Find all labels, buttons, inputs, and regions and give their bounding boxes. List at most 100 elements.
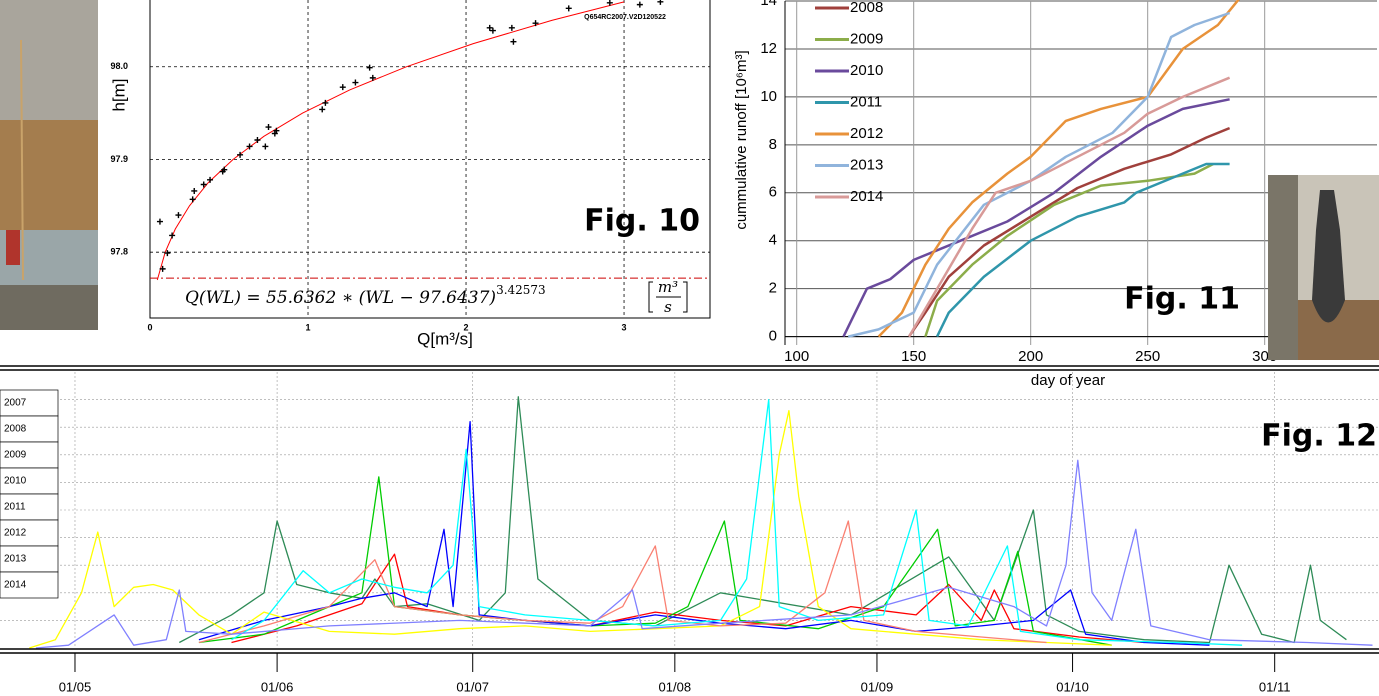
legend-box bbox=[0, 571, 59, 599]
photo-rocks bbox=[0, 285, 98, 330]
data-point bbox=[221, 166, 228, 173]
data-point bbox=[339, 84, 346, 91]
data-point bbox=[352, 79, 359, 86]
data-point bbox=[319, 106, 326, 113]
x-tick-label: 01/08 bbox=[659, 679, 692, 694]
y-tick-label: 12 bbox=[760, 40, 777, 57]
data-point bbox=[636, 1, 643, 8]
data-point bbox=[606, 0, 613, 6]
data-point bbox=[159, 265, 166, 272]
data-point bbox=[164, 250, 171, 257]
equation-unit-denominator: s bbox=[664, 298, 672, 316]
data-point bbox=[510, 38, 517, 45]
x-tick-label: 250 bbox=[1135, 348, 1160, 365]
photo-grass bbox=[0, 120, 98, 230]
x-axis-label: day of year bbox=[1031, 372, 1105, 389]
data-point bbox=[262, 143, 269, 150]
y-tick-label: 4 bbox=[769, 232, 777, 249]
legend-box bbox=[0, 545, 59, 573]
series-line bbox=[842, 98, 1230, 338]
series-line bbox=[35, 459, 1373, 649]
equation-exponent: 3.42573 bbox=[496, 283, 546, 297]
legend-label: 2010 bbox=[4, 476, 27, 487]
data-point bbox=[657, 0, 664, 5]
x-tick-label: 0 bbox=[147, 322, 152, 332]
fig-label: Fig. 10 bbox=[584, 204, 700, 239]
legend-label: 2010 bbox=[850, 62, 883, 79]
series-line bbox=[178, 396, 1347, 644]
fig-label: Fig. 11 bbox=[1124, 282, 1240, 317]
x-tick-label: 2 bbox=[464, 322, 469, 332]
fit-curve bbox=[156, 1, 625, 281]
data-point bbox=[508, 24, 515, 31]
data-point bbox=[237, 151, 244, 158]
photo-sample bbox=[1268, 175, 1379, 360]
data-point bbox=[532, 20, 539, 27]
y-tick-label: 8 bbox=[769, 136, 777, 153]
photo-field bbox=[0, 0, 98, 330]
y-tick-label: 2 bbox=[769, 280, 777, 297]
data-point bbox=[191, 187, 198, 194]
data-point bbox=[246, 143, 253, 150]
data-point bbox=[366, 64, 373, 71]
plots: 97.897.998.00 1 2 3Q654RC2007.V2D120522Q[m³… bbox=[0, 0, 1379, 672]
legend-label: 2008 bbox=[4, 424, 27, 435]
legend-box bbox=[0, 467, 59, 495]
legend-label: 2009 bbox=[4, 450, 27, 461]
legend-label: 2014 bbox=[850, 188, 883, 205]
data-point bbox=[322, 99, 329, 106]
data-point bbox=[265, 124, 272, 131]
legend-label: 2007 bbox=[4, 398, 27, 409]
y-tick-label: 98.0 bbox=[110, 61, 128, 71]
legend-label: 2013 bbox=[850, 156, 883, 173]
x-tick-label: 150 bbox=[901, 348, 926, 365]
series-line bbox=[877, 0, 1240, 338]
legend-label: 2012 bbox=[4, 528, 27, 539]
plot-frame bbox=[149, 0, 711, 319]
series-line bbox=[907, 76, 1231, 338]
x-tick-label: 01/11 bbox=[1259, 679, 1291, 694]
legend-label: 2009 bbox=[850, 30, 883, 47]
data-point bbox=[156, 218, 163, 225]
data-point bbox=[254, 136, 261, 143]
y-tick-label: 0 bbox=[769, 328, 777, 345]
legend-label: 2012 bbox=[850, 125, 883, 142]
data-point bbox=[369, 74, 376, 81]
curve-label: Q654RC2007.V2D120522 bbox=[584, 14, 666, 21]
data-point bbox=[273, 127, 280, 134]
x-tick-label: 01/07 bbox=[456, 679, 489, 694]
photo-bottle bbox=[1312, 190, 1345, 323]
fig-label: Fig. 12 bbox=[1261, 419, 1377, 454]
y-tick-label: 97.8 bbox=[110, 247, 128, 257]
photo-hand bbox=[1268, 175, 1298, 360]
x-tick-label: 3 bbox=[622, 322, 627, 332]
data-point bbox=[175, 212, 182, 219]
series-line bbox=[29, 409, 1112, 649]
legend-box bbox=[0, 441, 59, 469]
data-point bbox=[486, 24, 493, 31]
legend-label: 2008 bbox=[850, 0, 883, 16]
x-axis-label: Q[m³/s] bbox=[417, 329, 473, 348]
y-tick-label: 14 bbox=[760, 0, 777, 9]
data-point bbox=[189, 196, 196, 203]
legend-box bbox=[0, 415, 59, 443]
series-line bbox=[935, 162, 1230, 338]
x-tick-label: 01/09 bbox=[861, 679, 894, 694]
x-tick-label: 01/05 bbox=[59, 679, 92, 694]
data-point bbox=[565, 5, 572, 12]
legend-label: 2013 bbox=[4, 554, 27, 565]
photo-rod bbox=[20, 39, 24, 281]
series-line bbox=[231, 398, 1243, 646]
x-tick-label: 01/10 bbox=[1056, 679, 1089, 694]
x-tick-label: 100 bbox=[784, 348, 809, 365]
legend-label: 2011 bbox=[4, 502, 26, 513]
x-tick-label: 01/06 bbox=[261, 679, 294, 694]
photo-mountain bbox=[0, 0, 98, 120]
y-tick-label: 10 bbox=[760, 88, 777, 105]
data-point bbox=[200, 181, 207, 188]
y-tick-label: 6 bbox=[769, 184, 777, 201]
equation-unit-numerator: m³ bbox=[658, 278, 678, 296]
bracket bbox=[648, 281, 688, 313]
